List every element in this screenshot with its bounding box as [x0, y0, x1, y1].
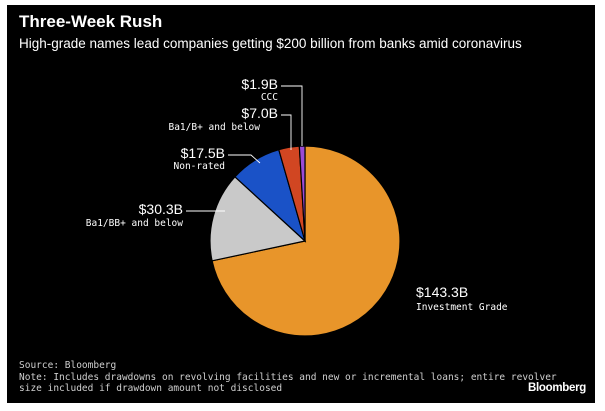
source-note: Source: Bloomberg — [19, 360, 117, 371]
chart-title: Three-Week Rush — [19, 12, 163, 31]
pie-slice-investment-grade — [211, 145, 401, 337]
note-line-2: size included if drawdown amount not dis… — [19, 383, 283, 394]
bloomberg-logo: Bloomberg — [528, 382, 586, 394]
chart-subtitle: High-grade names lead companies getting … — [19, 36, 522, 51]
pie-slice-ba1-bb-and-below — [209, 175, 307, 262]
pie-slice-ccc — [298, 145, 306, 242]
category-label-investment-grade: Investment Grade — [416, 302, 508, 313]
chart-footer: Source: Bloomberg Note: Includes drawdow… — [19, 360, 557, 395]
value-label-investment-grade: $143.3B — [416, 284, 468, 300]
category-label-ba1-bb-and-below: Ba1/BB+ and below — [86, 218, 184, 229]
value-label-ba1-b-and-below: $7.0B — [241, 105, 278, 121]
category-label-ccc: CCC — [261, 92, 278, 103]
leader-line-ccc — [281, 85, 303, 146]
value-label-ccc: $1.9B — [241, 76, 278, 92]
leader-line-ba1-b-and-below — [281, 114, 292, 150]
category-label-ba1-b-and-below: Ba1/B+ and below — [168, 122, 260, 133]
chart-frame: Three-Week Rush High-grade names lead co… — [7, 5, 595, 403]
leader-line-non-rated — [228, 154, 261, 164]
category-label-non-rated: Non-rated — [174, 161, 225, 172]
value-label-non-rated: $17.5B — [181, 145, 225, 161]
value-label-ba1-bb-and-below: $30.3B — [139, 201, 183, 217]
note-line-1: Note: Includes drawdowns on revolving fa… — [19, 371, 557, 383]
